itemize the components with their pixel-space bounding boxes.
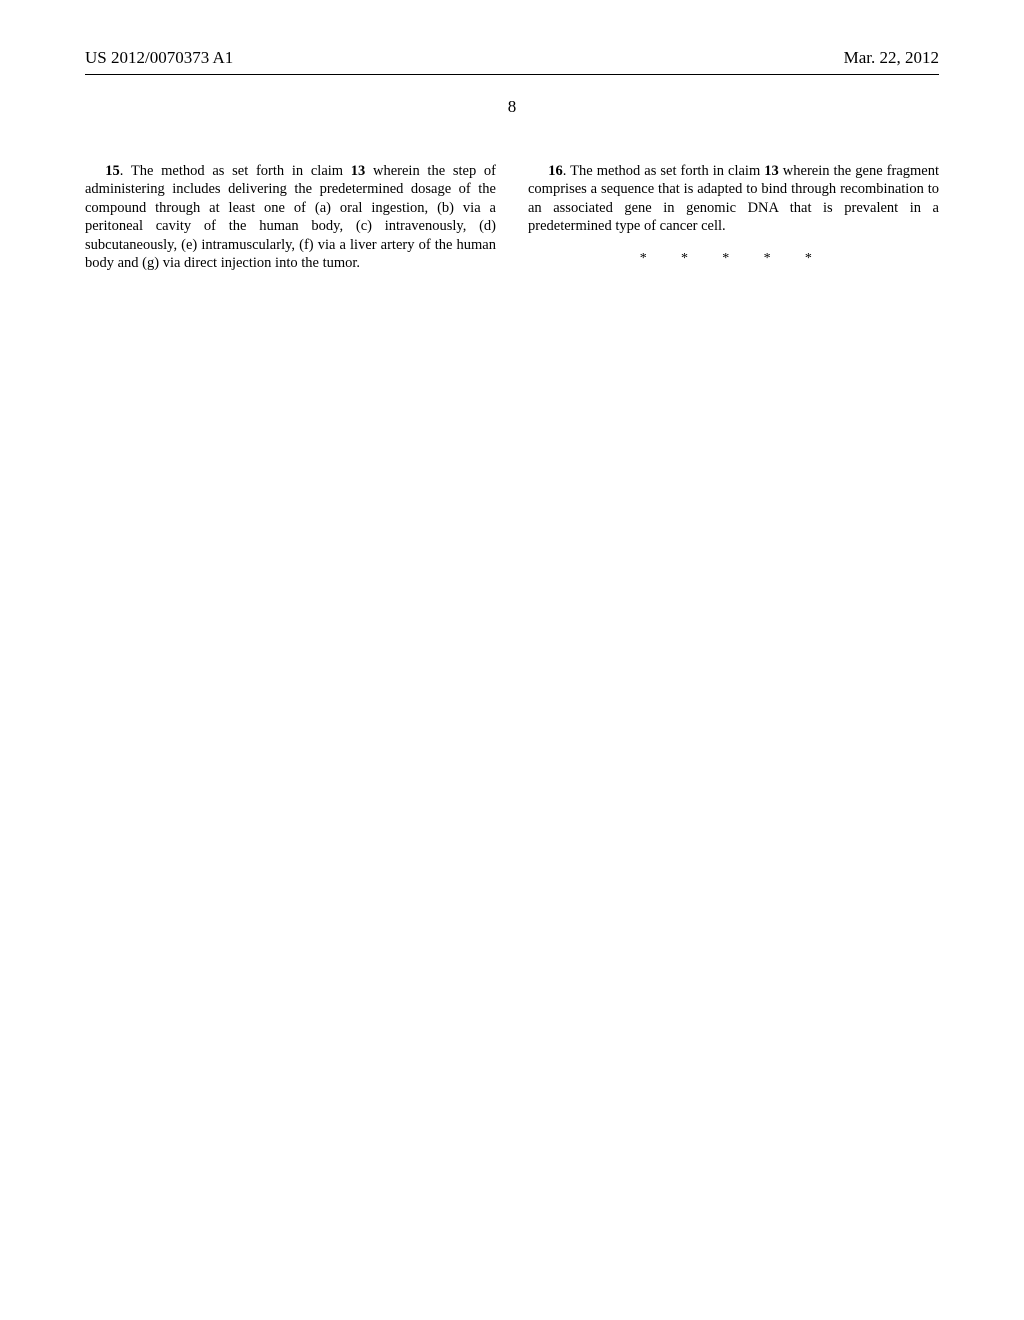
claim-16-intro: . The method as set forth in claim <box>563 163 764 179</box>
claim-15: 15. The method as set forth in claim 13 … <box>85 162 496 273</box>
claim-16: 16. The method as set forth in claim 13 … <box>528 162 939 236</box>
publication-number: US 2012/0070373 A1 <box>85 48 233 68</box>
claim-15-intro: . The method as set forth in claim <box>120 163 351 179</box>
claim-16-number: 16 <box>548 163 563 179</box>
claim-15-ref: 13 <box>351 163 366 179</box>
claim-16-ref: 13 <box>764 163 779 179</box>
left-column: 15. The method as set forth in claim 13 … <box>85 147 496 287</box>
page-number: 8 <box>85 97 939 117</box>
publication-date: Mar. 22, 2012 <box>844 48 939 68</box>
claim-15-number: 15 <box>105 163 120 179</box>
page-header: US 2012/0070373 A1 Mar. 22, 2012 <box>85 48 939 75</box>
claims-columns: 15. The method as set forth in claim 13 … <box>85 147 939 287</box>
patent-page: US 2012/0070373 A1 Mar. 22, 2012 8 15. T… <box>0 0 1024 1320</box>
right-column: 16. The method as set forth in claim 13 … <box>528 147 939 287</box>
end-marks: * * * * * <box>528 250 939 268</box>
